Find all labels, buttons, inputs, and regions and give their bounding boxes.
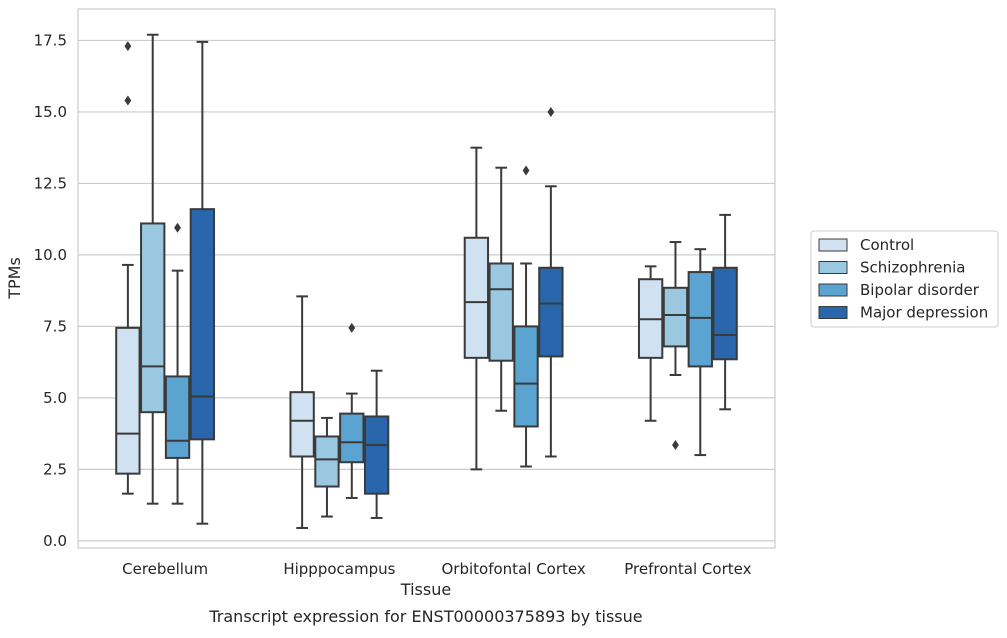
iqr-box	[164, 375, 191, 459]
iqr-box	[712, 266, 738, 361]
plot-frame	[77, 8, 776, 549]
box-group	[339, 322, 365, 499]
x-tick-label: Orbitofontal Cortex	[442, 560, 586, 578]
y-tick-label: 15.0	[34, 103, 67, 121]
box-group	[463, 146, 490, 471]
box-group	[314, 416, 340, 518]
box-group	[289, 295, 315, 529]
y-tick-label: 2.5	[43, 460, 67, 478]
legend-frame	[810, 230, 999, 328]
iqr-box	[115, 326, 141, 475]
y-tick-label: 0.0	[43, 532, 67, 550]
boxes	[115, 33, 738, 529]
legend-label: Bipolar disorder	[860, 281, 980, 299]
outlier-point	[348, 322, 356, 333]
outlier-point	[547, 106, 555, 117]
legend-label: Schizophrenia	[860, 259, 965, 277]
x-tick-label: Prefrontal Cortex	[624, 560, 751, 578]
box-group	[115, 41, 141, 495]
outlier-point	[124, 95, 132, 106]
chart-caption: Transcript expression for ENST0000037589…	[208, 607, 642, 626]
box-group	[189, 40, 216, 525]
y-tick-label: 10.0	[34, 246, 67, 264]
outlier-point	[522, 165, 530, 176]
outlier-point	[672, 440, 679, 451]
iqr-box	[463, 236, 490, 359]
legend-swatch	[818, 261, 848, 274]
iqr-box	[189, 208, 216, 441]
y-tick-labels: 0.0 2.5 5.0 7.5 10.0 12.5 15.0 17.5	[34, 31, 67, 549]
box-group	[712, 213, 738, 411]
box-group	[164, 222, 191, 505]
legend-swatch	[818, 238, 848, 252]
box-group	[662, 241, 689, 451]
y-tick-label: 7.5	[43, 317, 67, 335]
iqr-box	[314, 435, 340, 488]
iqr-box	[289, 391, 315, 458]
box-group	[488, 166, 514, 412]
iqr-box	[662, 286, 689, 348]
iqr-box	[538, 266, 564, 358]
iqr-box	[140, 222, 166, 414]
outlier-point	[174, 222, 181, 233]
legend: Control Schizophrenia Bipolar disorder Majo…	[810, 230, 999, 328]
legend-label: Major depression	[860, 304, 988, 322]
legend-swatch	[818, 306, 848, 319]
y-tick-label: 5.0	[43, 389, 67, 407]
legend-swatch	[818, 283, 848, 297]
iqr-box	[363, 415, 390, 495]
iqr-box	[488, 262, 514, 362]
box-group	[637, 265, 664, 422]
iqr-box	[339, 412, 365, 464]
iqr-box	[513, 325, 539, 428]
x-tick-labels: Cerebellum Hipppocampus Orbitofontal Corte…	[122, 560, 751, 578]
x-axis-title: Tissue	[400, 580, 451, 599]
x-tick-label: Cerebellum	[122, 560, 208, 578]
y-tick-label: 12.5	[34, 174, 67, 192]
y-axis-title: TPMs	[5, 257, 24, 300]
box-group	[513, 165, 539, 468]
iqr-box	[687, 271, 713, 368]
outlier-point	[124, 41, 132, 52]
x-tick-label: Hipppocampus	[283, 560, 395, 578]
legend-label: Control	[860, 236, 914, 254]
y-tick-label: 17.5	[34, 31, 67, 49]
box-group	[140, 33, 166, 505]
box-group	[363, 369, 390, 519]
box-group	[538, 106, 564, 458]
box-group	[687, 248, 713, 457]
